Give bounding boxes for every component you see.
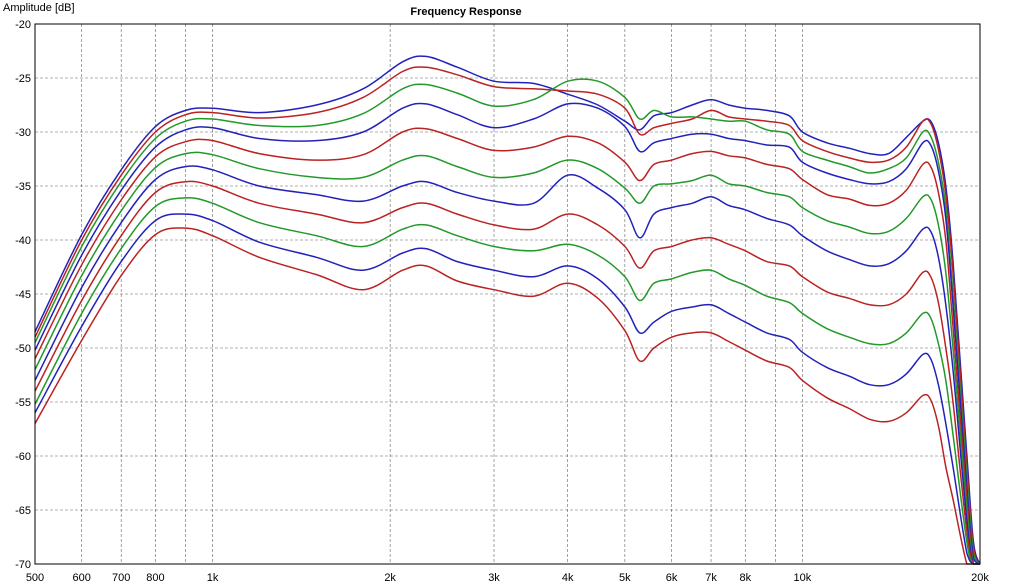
plot-frame bbox=[34, 23, 981, 565]
x-tick-label: 5k bbox=[619, 572, 631, 584]
y-tick-label: -70 bbox=[15, 559, 31, 571]
x-tick-label: 4k bbox=[562, 572, 574, 584]
series-line-6 bbox=[34, 151, 980, 565]
y-tick-label: -35 bbox=[15, 181, 31, 193]
series-layer bbox=[34, 55, 981, 565]
x-tick-labels: 500 600 700 800 1k 2k 3k 4k 5k 6k 7k 8k 10k 20k bbox=[26, 572, 990, 584]
x-tick-label: 2k bbox=[384, 572, 396, 584]
y-tick-label: -45 bbox=[15, 289, 31, 301]
y-tick-label: -65 bbox=[15, 505, 31, 517]
y-tick-label: -40 bbox=[15, 235, 31, 247]
x-tick-label: 20k bbox=[971, 572, 989, 584]
grid-layer bbox=[35, 24, 980, 564]
x-tick-label: 500 bbox=[26, 572, 44, 584]
y-tick-label: -60 bbox=[15, 451, 31, 463]
y-tick-label: -30 bbox=[15, 127, 31, 139]
x-tick-label: 1k bbox=[207, 572, 219, 584]
y-tick-label: -55 bbox=[15, 397, 31, 409]
x-tick-label: 3k bbox=[488, 572, 500, 584]
chart-title: Frequency Response bbox=[410, 6, 521, 18]
series-line-1 bbox=[34, 55, 981, 565]
x-tick-label: 6k bbox=[666, 572, 678, 584]
series-line-10 bbox=[34, 213, 980, 565]
series-line-9 bbox=[34, 197, 980, 565]
series-line-7 bbox=[34, 165, 980, 565]
x-tick-label: 600 bbox=[73, 572, 91, 584]
y-tick-labels: -20 -25 -30 -35 -40 -45 -50 -55 -60 -65 -70 bbox=[15, 19, 31, 571]
series-line-11 bbox=[34, 227, 980, 565]
x-tick-label: 8k bbox=[739, 572, 751, 584]
x-tick-label: 700 bbox=[112, 572, 130, 584]
series-line-8 bbox=[34, 180, 980, 565]
y-axis-label: Amplitude [dB] bbox=[3, 2, 75, 14]
series-line-5 bbox=[34, 127, 980, 565]
y-tick-label: -25 bbox=[15, 73, 31, 85]
series-line-4 bbox=[34, 102, 981, 565]
x-tick-label: 7k bbox=[705, 572, 717, 584]
series-line-3 bbox=[34, 78, 981, 565]
y-tick-label: -20 bbox=[15, 19, 31, 31]
x-tick-label: 800 bbox=[146, 572, 164, 584]
x-tick-label: 10k bbox=[794, 572, 812, 584]
series-line-2 bbox=[34, 66, 981, 565]
y-tick-label: -50 bbox=[15, 343, 31, 355]
